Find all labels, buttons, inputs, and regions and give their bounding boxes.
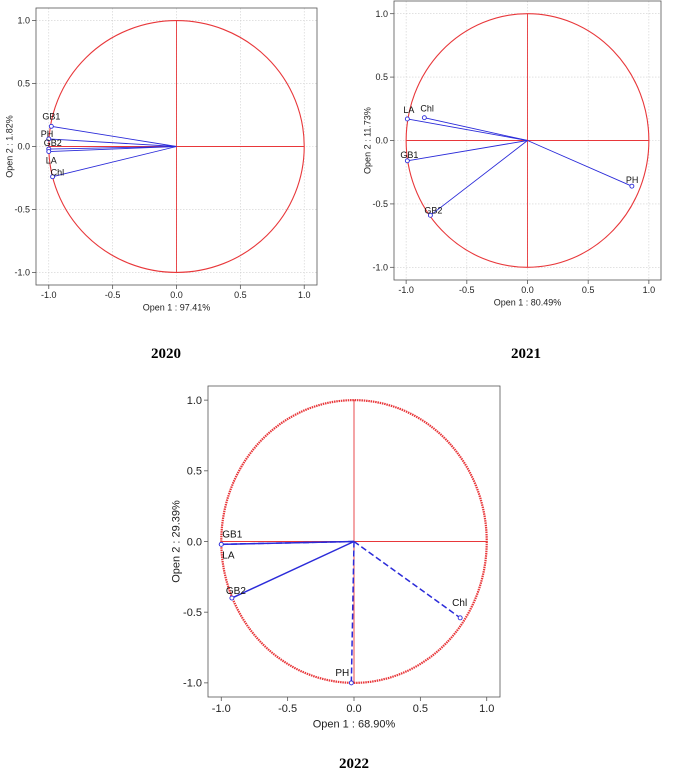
chart2-xtick-label-2: 0.0: [346, 703, 361, 715]
chart0-ytick-label-3: 0.5: [17, 79, 30, 89]
chart0-ytick-label-2: 0.0: [17, 142, 30, 152]
chart1-vector-gb1: [407, 140, 528, 162]
chart2-xtick-label-1: -0.5: [278, 703, 297, 715]
chart2-ytick-label-4: 1.0: [187, 395, 202, 407]
chart1-point-label-chl: Chl: [420, 104, 434, 114]
chart1-point-label-ph: PH: [626, 175, 639, 185]
chart0-xtick-label-0: -1.0: [41, 290, 57, 300]
chart1-point-label-gb2: GB2: [424, 205, 442, 215]
chart1-xtick-label-1: -0.5: [459, 285, 475, 295]
chart1-ytick-label-1: -0.5: [372, 199, 388, 209]
caption-2022: 2022: [339, 756, 369, 772]
chart1-point-gb2: [427, 212, 433, 218]
caption-2021: 2021: [511, 346, 541, 362]
chart1-x-axis-label: Open 1 : 80.49%: [494, 298, 562, 308]
chart-2020: -1.0 -0.5 0.0 0.5 1.0 -1.0 -0.5 0.0 0.5 1.0 Open 1…: [0, 0, 330, 313]
chart0-x-axis-label: Open 1 : 97.41%: [143, 303, 211, 313]
chart1-ytick-label-3: 0.5: [375, 72, 388, 82]
chart2-point-label-la: LA: [222, 550, 235, 561]
chart1-point-ph: [629, 183, 635, 189]
chart2-vector-la: [221, 540, 355, 546]
chart1-xtick-label-0: -1.0: [398, 285, 414, 295]
chart1-vector-la: [407, 118, 528, 141]
chart0-point-label-la: LA: [46, 156, 57, 166]
chart0-ytick-label-0: -1.0: [14, 268, 30, 278]
chart2-point-ph: [348, 680, 354, 686]
chart2-ytick-label-1: -0.5: [183, 607, 202, 619]
chart2-ytick-label-0: -1.0: [183, 678, 202, 690]
chart2-point-chl: [457, 615, 463, 621]
chart1-y-axis-label: Open 2 : 11.73%: [363, 107, 373, 174]
chart1-point-la: [404, 116, 410, 122]
chart0-vector-gb1: [51, 125, 177, 147]
chart2-ytick-label-3: 0.5: [187, 466, 202, 478]
chart2-point-label-ph: PH: [335, 668, 349, 679]
chart0-ytick-label-1: -0.5: [14, 205, 30, 215]
chart0-xtick-label-2: 0.0: [170, 290, 183, 300]
chart2-point-label-chl: Chl: [452, 598, 467, 609]
chart2-point-la: [218, 541, 224, 547]
chart1-point-chl: [421, 115, 427, 121]
chart0-point-label-chl: Chl: [51, 168, 65, 178]
chart2-x-axis-label: Open 1 : 68.90%: [313, 718, 396, 730]
chart1-ytick-label-2: 0.0: [375, 136, 388, 146]
chart0-xtick-label-4: 1.0: [298, 290, 311, 300]
chart0-xtick-label-1: -0.5: [105, 290, 121, 300]
chart-2022-svg: -1.0 -0.5 0.0 0.5 1.0 -1.0 -0.5 0.0 0.5 1.0 Open 1…: [170, 385, 501, 730]
chart2-ytick-label-2: 0.0: [187, 536, 202, 548]
chart-2020-svg: -1.0 -0.5 0.0 0.5 1.0 -1.0 -0.5 0.0 0.5 1.0 Open 1…: [5, 7, 318, 313]
chart0-point-chl: [50, 174, 56, 180]
chart-2021: -1.0 -0.5 0.0 0.5 1.0 -1.0 -0.5 0.0 0.5 1.0 Open 1…: [360, 0, 677, 310]
chart1-point-gb1: [404, 158, 410, 164]
chart0-point-label-gb1: GB1: [42, 111, 60, 121]
chart2-point-label-gb1: GB1: [222, 529, 242, 540]
chart2-point-label-gb2: GB2: [226, 586, 246, 597]
chart2-vector-ph: [350, 541, 355, 683]
chart1-vector-ph: [527, 140, 633, 187]
chart1-ytick-label-4: 1.0: [375, 9, 388, 19]
chart0-point-ph: [46, 136, 52, 142]
chart1-xtick-label-2: 0.0: [521, 285, 534, 295]
chart0-xtick-label-3: 0.5: [234, 290, 247, 300]
chart-2022: -1.0 -0.5 0.0 0.5 1.0 -1.0 -0.5 0.0 0.5 1.0 Open 1…: [170, 372, 510, 730]
caption-2020: 2020: [151, 346, 181, 362]
chart0-vector-la: [48, 146, 177, 152]
chart1-point-label-la: LA: [403, 105, 414, 115]
chart2-xtick-label-3: 0.5: [413, 703, 428, 715]
chart0-y-axis-label: Open 2 : 1.82%: [5, 115, 15, 178]
chart0-point-label-gb2: GB2: [44, 138, 62, 148]
chart1-vector-gb2: [430, 140, 528, 216]
chart1-xtick-label-4: 1.0: [643, 285, 656, 295]
chart1-vector-chl: [424, 117, 528, 141]
chart0-ytick-label-4: 1.0: [17, 16, 30, 26]
chart0-vector-ph: [48, 138, 177, 147]
chart0-point-gb1: [48, 123, 54, 129]
chart2-vector-chl: [353, 540, 461, 619]
chart2-xtick-label-4: 1.0: [479, 703, 494, 715]
chart1-xtick-label-3: 0.5: [582, 285, 595, 295]
chart1-ytick-label-0: -1.0: [372, 262, 388, 272]
chart2-y-axis-label: Open 2 : 29.39%: [170, 500, 182, 583]
chart1-point-label-gb1: GB1: [400, 150, 418, 160]
chart2-xtick-label-0: -1.0: [212, 703, 231, 715]
chart0-point-label-ph: PH: [41, 129, 54, 139]
chart2-point-gb2: [229, 595, 235, 601]
chart0-vector-chl: [52, 146, 177, 178]
chart-2021-svg: -1.0 -0.5 0.0 0.5 1.0 -1.0 -0.5 0.0 0.5 1.0 Open 1…: [363, 0, 662, 308]
chart0-point-la: [46, 149, 52, 154]
chart2-vector-gb2: [231, 540, 355, 599]
